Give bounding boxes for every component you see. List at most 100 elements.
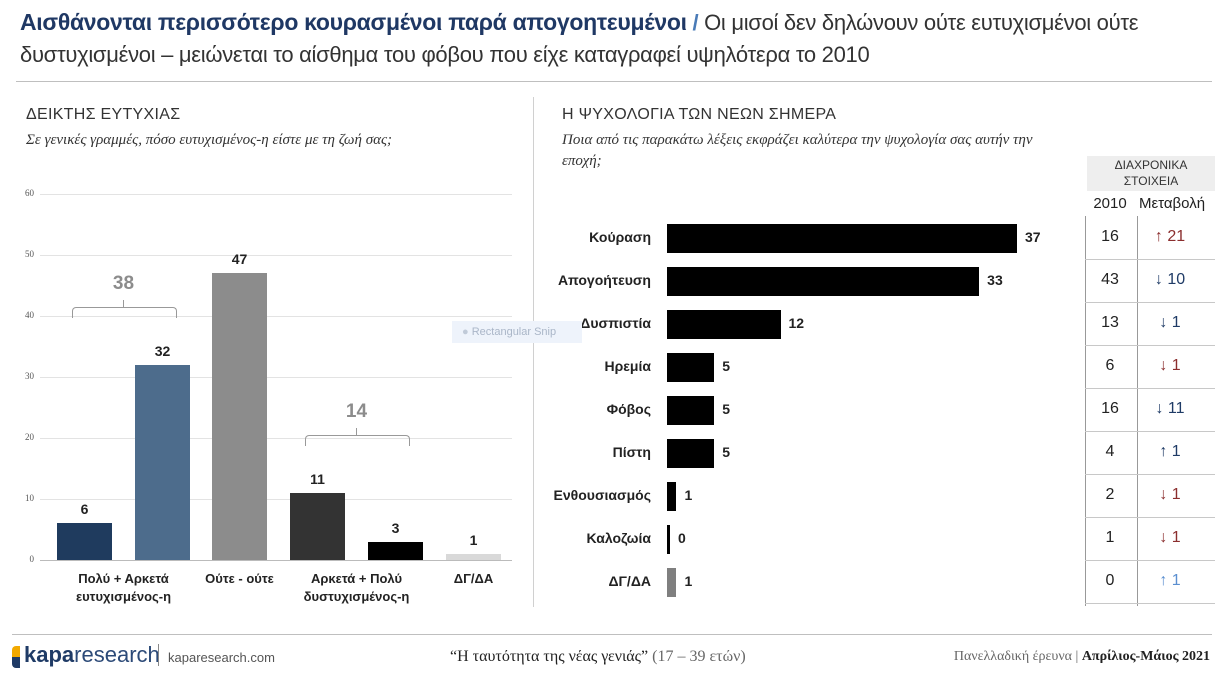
- row-separator: [1085, 431, 1215, 432]
- gridline: [40, 499, 512, 500]
- row-separator: [1085, 302, 1215, 303]
- bar: [667, 567, 677, 597]
- bar: [57, 523, 112, 560]
- bracket: [72, 306, 177, 318]
- value-2010: 16: [1101, 400, 1119, 417]
- y-tick-label: 10: [25, 493, 34, 503]
- left-chart-subtitle: Σε γενικές γραμμές, πόσο ευτυχισμένος-η …: [26, 132, 393, 148]
- survey-period: Απρίλιος-Μάιος 2021: [1081, 649, 1210, 664]
- bar-value-label: 3: [391, 519, 400, 536]
- y-tick-label: 60: [25, 188, 34, 198]
- bar-value-label: 1: [684, 487, 693, 503]
- bracket-total-label: 38: [112, 272, 135, 294]
- y-tick-label: 0: [29, 554, 35, 564]
- row-separator: [1085, 603, 1215, 604]
- survey-title: “Η ταυτότητα της νέας γενιάς” (17 – 39 ε…: [450, 648, 746, 666]
- row-label: Ενθουσιασμός: [553, 487, 651, 503]
- bar: [135, 364, 190, 560]
- change-value: ↓ 1: [1159, 357, 1181, 374]
- title-rest: Οι μισοί δεν δηλώνουν ούτε ευτυχισμένοι …: [20, 10, 1139, 67]
- bar: [667, 438, 715, 468]
- change-value: ↑ 1: [1159, 443, 1181, 460]
- age-range: (17 – 39 ετών): [652, 648, 746, 665]
- bracket-tip: [122, 299, 124, 307]
- change-value: ↓ 10: [1154, 271, 1186, 288]
- bar-value-label: 5: [722, 358, 731, 374]
- page-title: Αισθάνονται περισσότερο κουρασμένοι παρά…: [20, 6, 1210, 71]
- change-value: ↓ 11: [1155, 400, 1185, 417]
- site-link[interactable]: kaparesearch.com: [168, 650, 275, 665]
- row-label: Φόβος: [606, 401, 651, 417]
- title-main: Αισθάνονται περισσότερο κουρασμένοι παρά…: [20, 9, 687, 35]
- bar: [667, 395, 715, 425]
- value-2010: 4: [1105, 443, 1115, 460]
- row-label: Δυσπιστία: [580, 315, 651, 331]
- col-2010-header: 2010: [1093, 195, 1127, 212]
- y-tick-label: 20: [25, 432, 34, 442]
- bar-value-label: 47: [231, 251, 248, 268]
- bar: [212, 273, 267, 560]
- bar-value-label: 6: [80, 501, 89, 518]
- bar: [667, 223, 1018, 253]
- snip-overlay: ● Rectangular Snip: [452, 321, 582, 343]
- row-label: ΔΓ/ΔΑ: [608, 573, 651, 589]
- category-label: Πολύ + Αρκετά ευτυχισμένος-η: [75, 571, 172, 604]
- row-separator: [1085, 388, 1215, 389]
- logo-mark-icon: [12, 646, 20, 668]
- bar-value-label: 11: [310, 470, 325, 487]
- row-label: Πίστη: [612, 444, 651, 460]
- gridline: [40, 316, 512, 317]
- bar-value-label: 32: [154, 342, 171, 359]
- row-separator: [1085, 474, 1215, 475]
- bracket-total-label: 14: [345, 400, 368, 422]
- bar-value-label: 12: [788, 315, 805, 331]
- change-value: ↓ 1: [1159, 486, 1181, 503]
- bar: [667, 352, 715, 382]
- y-tick-label: 40: [25, 310, 34, 320]
- change-value: ↑ 21: [1154, 228, 1186, 245]
- snip-label: Rectangular Snip: [471, 326, 557, 338]
- right-chart-title: Η ΨΥΧΟΛΟΓΙΑ ΤΩΝ ΝΕΩΝ ΣΗΜΕΡΑ: [562, 106, 837, 123]
- right-chart-subtitle: Ποια από τις παρακάτω λέξεις εκφράζει κα…: [562, 132, 1033, 169]
- footer: kaparesearch kaparesearch.com “Η ταυτότη…: [0, 642, 1220, 672]
- category-label: ΔΓ/ΔΑ: [453, 571, 494, 586]
- row-separator: [1085, 560, 1215, 561]
- value-2010: 1: [1105, 529, 1115, 546]
- bar: [290, 492, 345, 560]
- bar-value-label: 33: [987, 272, 1003, 288]
- bracket: [305, 434, 410, 446]
- change-value: ↑ 1: [1159, 572, 1181, 589]
- row-label: Απογοήτευση: [557, 272, 651, 288]
- value-2010: 6: [1105, 357, 1115, 374]
- value-2010: 13: [1101, 314, 1119, 331]
- row-separator: [1085, 517, 1215, 518]
- value-2010: 0: [1105, 572, 1115, 589]
- bar-value-label: 0: [678, 530, 686, 546]
- section-divider: [533, 97, 534, 607]
- bracket-tip: [355, 427, 357, 435]
- logo: kaparesearch: [24, 642, 160, 668]
- gridline: [40, 377, 512, 378]
- table-divider: [1137, 216, 1138, 606]
- left-chart-title: ΔΕΙΚΤΗΣ ΕΥΤΥΧΙΑΣ: [26, 106, 181, 123]
- footer-divider: [12, 634, 1212, 635]
- value-2010: 16: [1101, 228, 1119, 245]
- bar-value-label: 1: [684, 573, 693, 589]
- gridline: [40, 560, 512, 561]
- survey-name: “Η ταυτότητα της νέας γενιάς”: [450, 648, 649, 665]
- gridline: [40, 438, 512, 439]
- survey-type: Πανελλαδική έρευνα: [953, 649, 1072, 664]
- category-label: Ούτε - ούτε: [205, 571, 274, 586]
- row-label: Καλοζωία: [586, 530, 651, 546]
- y-tick-label: 30: [25, 371, 34, 381]
- bar-value-label: 5: [722, 401, 731, 417]
- value-2010: 43: [1101, 271, 1119, 288]
- historical-data-header: ΔΙΑΧΡΟΝΙΚΑ ΣΤΟΙΧΕΙΑ: [1087, 156, 1215, 191]
- logo-light: research: [74, 642, 160, 667]
- change-value: ↓ 1: [1159, 529, 1181, 546]
- logo-bold: kapa: [24, 642, 75, 667]
- gridline: [40, 194, 512, 195]
- psychology-chart: Κούραση 37 16 ↑ 21 Απογοήτευση 33 43 ↓ 10 Δυσπισ…: [553, 216, 1215, 606]
- bar-value-label: 1: [469, 531, 478, 548]
- survey-info: Πανελλαδική έρευνα | Απρίλιος-Μάιος 2021: [953, 649, 1210, 664]
